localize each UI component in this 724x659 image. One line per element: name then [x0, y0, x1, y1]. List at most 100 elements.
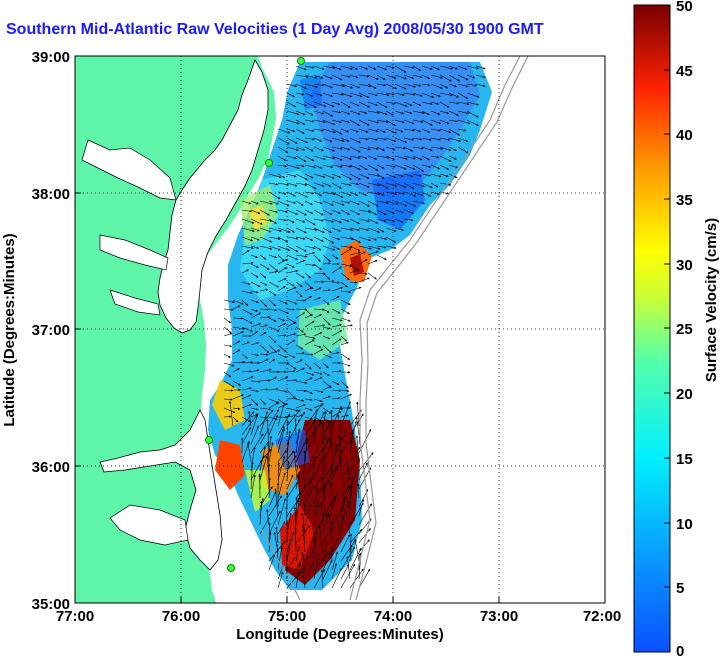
velocity-vector [340, 299, 351, 305]
velocity-vector [268, 409, 279, 427]
velocity-vector [259, 411, 268, 436]
velocity-vector [250, 331, 258, 337]
velocity-vector [259, 299, 267, 307]
velocity-vector [322, 443, 333, 463]
velocity-vector [322, 236, 335, 244]
velocity-vector [232, 380, 241, 386]
velocity-vector [331, 191, 344, 198]
velocity-vector [448, 83, 458, 88]
velocity-vector [457, 119, 471, 125]
velocity-vector [277, 353, 287, 358]
velocity-vector [367, 173, 381, 177]
velocity-vector [322, 362, 329, 368]
velocity-vector [340, 362, 351, 367]
velocity-vector [295, 367, 305, 373]
velocity-vector [340, 248, 352, 256]
velocity-vector [232, 340, 241, 346]
velocity-vector [250, 455, 265, 481]
velocity-vector [241, 261, 254, 265]
velocity-vector [340, 290, 351, 294]
velocity-vector [354, 538, 360, 562]
velocity-vector [223, 371, 232, 378]
velocity-vector [322, 353, 332, 358]
velocity-vector [304, 164, 316, 169]
velocity-vector [268, 236, 281, 240]
velocity-vector [439, 119, 450, 125]
velocity-vector [421, 83, 431, 87]
velocity-vector [295, 236, 306, 240]
colorbar-tick-label: 45 [676, 63, 693, 80]
velocity-vector [376, 254, 387, 260]
velocity-vector [223, 308, 234, 311]
velocity-vector [259, 245, 273, 250]
velocity-vector [295, 389, 307, 393]
velocity-vector [274, 488, 279, 517]
velocity-vector [322, 299, 330, 305]
velocity-vector [322, 164, 334, 169]
velocity-vector [358, 74, 370, 78]
velocity-vector [268, 495, 282, 517]
velocity-vector [277, 428, 285, 454]
velocity-vector [304, 339, 315, 346]
colorbar-tick-label: 35 [676, 192, 693, 209]
velocity-vector [412, 74, 423, 78]
velocity-vector [250, 369, 260, 373]
velocity-vector [322, 317, 331, 326]
velocity-vector [322, 385, 332, 391]
velocity-vector [277, 344, 287, 352]
velocity-vector [349, 485, 353, 508]
velocity-vector [331, 389, 342, 393]
velocity-vector [295, 344, 304, 350]
velocity-vector [268, 531, 272, 553]
velocity-vector [367, 101, 378, 106]
velocity-vector [457, 137, 469, 142]
velocity-vector [320, 569, 324, 589]
pamlico-sound [99, 409, 223, 571]
velocity-vector [457, 83, 469, 88]
velocity-vector [340, 534, 351, 553]
velocity-vector [268, 317, 277, 322]
velocity-vector [286, 227, 295, 233]
velocity-vector [241, 411, 255, 427]
velocity-vector [286, 407, 299, 412]
velocity-vector [322, 65, 336, 70]
colorbar-tick-label: 5 [676, 580, 684, 597]
velocity-vector [448, 137, 461, 142]
velocity-vector [466, 74, 475, 79]
velocity-vector [412, 164, 425, 172]
velocity-vector [295, 326, 304, 333]
velocity-vector [277, 317, 285, 322]
velocity-vector [313, 128, 324, 132]
velocity-vector [340, 495, 347, 517]
velocity-vector [286, 441, 290, 463]
velocity-vector [322, 335, 331, 340]
velocity-vector [430, 83, 443, 89]
velocity-vector [295, 499, 300, 526]
velocity-vector [385, 245, 397, 249]
velocity-vector [344, 509, 351, 535]
velocity-vector [268, 376, 278, 382]
velocity-vector [412, 119, 424, 123]
velocity-vector [394, 218, 404, 223]
velocity-vector [286, 308, 295, 311]
velocity-vector [403, 164, 416, 170]
velocity-vector [448, 164, 459, 169]
velocity-vector [338, 435, 342, 463]
velocity-vector [340, 353, 351, 360]
velocity-vector [421, 155, 430, 161]
velocity-vector [259, 344, 270, 353]
velocity-vector [250, 474, 256, 499]
velocity-vector [448, 65, 459, 70]
velocity-vector [331, 110, 342, 114]
velocity-vector [295, 155, 307, 162]
velocity-vector [394, 128, 404, 133]
velocity-vector [349, 119, 360, 126]
velocity-vector [304, 236, 314, 241]
velocity-vector [250, 218, 263, 225]
velocity-vector [358, 92, 370, 98]
velocity-vector [385, 101, 397, 105]
velocity-vector [367, 245, 381, 250]
velocity-vector [322, 254, 331, 262]
velocity-vector [327, 422, 333, 445]
velocity-vector [259, 315, 271, 319]
